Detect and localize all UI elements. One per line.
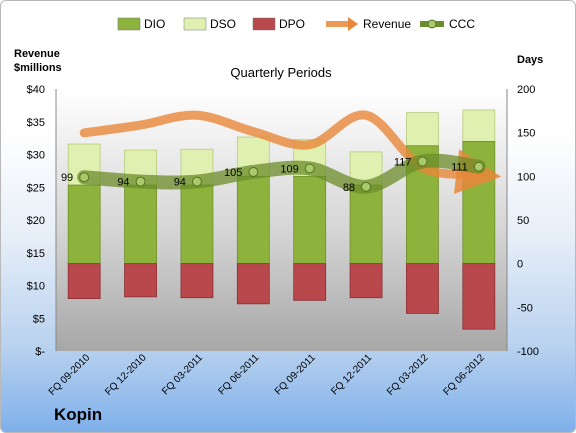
legend-swatch-dso: [183, 17, 207, 31]
dpo-bar: [406, 263, 439, 314]
legend-swatch-dio: [117, 17, 141, 31]
ccc-data-label: 88: [343, 182, 355, 194]
left-tick-label: $-: [35, 346, 45, 358]
x-tick-label: FQ 12-2010: [103, 352, 149, 398]
dio-bar: [180, 184, 214, 265]
dpo-bar: [67, 263, 101, 299]
dio-bar: [293, 175, 327, 265]
legend-label: DPO: [279, 17, 305, 31]
legend: DIO DSO DPO Revenue CCC: [117, 17, 475, 31]
legend-label: DIO: [144, 17, 165, 31]
ccc-point: [304, 163, 315, 174]
dio-bar: [349, 184, 383, 265]
dpo-bar: [180, 263, 214, 299]
legend-label: Revenue: [363, 17, 411, 31]
left-axis-ticks: $- $5 $10 $15 $20 $25 $30 $35 $40: [27, 84, 46, 358]
ccc-point: [361, 181, 372, 192]
left-tick-label: $30: [27, 150, 45, 162]
x-tick-label: FQ 06-2011: [216, 352, 261, 397]
legend-swatch-dpo: [252, 17, 276, 31]
left-tick-label: $5: [33, 313, 45, 325]
dpo-bar: [236, 263, 270, 305]
left-axis-label: Revenue $millions: [14, 47, 62, 75]
ccc-line: [77, 153, 486, 194]
left-tick-label: $40: [27, 84, 45, 96]
legend-swatch-ccc-point: [427, 19, 437, 29]
right-tick-label: 200: [517, 84, 535, 96]
right-tick-label: 50: [517, 215, 529, 227]
chart-title: Quarterly Periods: [230, 65, 332, 80]
left-tick-label: $15: [27, 248, 45, 260]
x-tick-label: FQ 09-2011: [273, 352, 318, 397]
legend-label: DSO: [210, 17, 236, 31]
ccc-data-label: 109: [280, 163, 298, 175]
ccc-data-label: 94: [117, 177, 129, 189]
x-tick-label: FQ 03-2012: [385, 352, 431, 398]
x-tick-label: FQ 06-2012: [441, 352, 487, 398]
ccc-point: [79, 172, 90, 183]
right-axis-label: Days: [517, 54, 544, 66]
left-tick-label: $10: [27, 281, 45, 293]
right-tick-label: 100: [517, 171, 535, 183]
dio-bar: [67, 184, 101, 265]
x-tick-label: FQ 09-2010: [47, 352, 93, 398]
dpo-bar: [293, 263, 327, 301]
right-tick-label: -50: [517, 302, 533, 314]
dio-bar: [236, 175, 270, 265]
ccc-data-label: 94: [174, 177, 186, 189]
ccc-point: [473, 161, 484, 172]
lines: 99 94 94 105 109 88 117 111: [61, 110, 502, 194]
ccc-data-label: 105: [224, 167, 242, 179]
left-axis-label-line1: Revenue: [14, 48, 60, 60]
left-axis-label-line2: $millions: [14, 62, 62, 74]
x-tick-label: FQ 03-2011: [160, 352, 205, 397]
dso-bar: [462, 109, 496, 142]
x-tick-label: FQ 12-2011: [329, 352, 374, 397]
ccc-data-label: 99: [61, 172, 73, 184]
company-name: Kopin: [54, 405, 103, 424]
left-tick-label: $35: [27, 117, 45, 129]
right-tick-label: -100: [517, 346, 539, 358]
legend-swatch-revenue-arrow: [348, 17, 358, 31]
x-axis-labels: FQ 09-2010 FQ 12-2010 FQ 03-2011 FQ 06-2011…: [47, 352, 487, 398]
ccc-data-label: 111: [451, 162, 468, 174]
dio-bar: [124, 184, 157, 265]
ccc-point: [417, 156, 428, 167]
right-tick-label: 0: [517, 259, 523, 271]
dso-bar: [406, 112, 439, 147]
right-tick-label: 150: [517, 128, 535, 140]
right-axis-ticks: -100 -50 0 50 100 150 200: [517, 84, 539, 358]
ccc-point: [248, 166, 259, 177]
ccc-point: [191, 176, 202, 187]
dpo-bar: [462, 263, 496, 330]
dpo-bar: [349, 263, 383, 299]
ccc-point: [135, 176, 146, 187]
dpo-bar: [124, 263, 157, 298]
ccc-data-label: 117: [394, 156, 412, 168]
left-tick-label: $20: [27, 215, 45, 227]
left-tick-label: $25: [27, 182, 45, 194]
legend-label: CCC: [449, 17, 475, 31]
